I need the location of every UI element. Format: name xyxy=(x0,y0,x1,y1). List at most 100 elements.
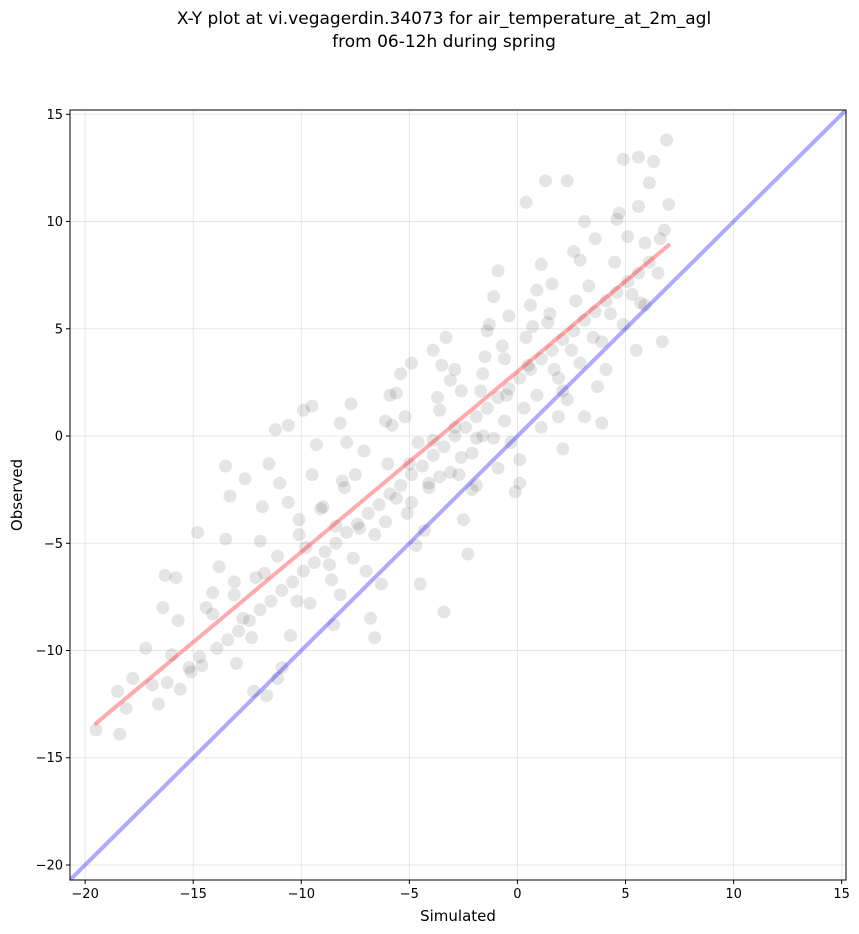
scatter-point xyxy=(469,478,483,492)
scatter-point xyxy=(368,631,382,645)
scatter-point xyxy=(260,689,274,703)
scatter-point xyxy=(487,290,501,304)
scatter-point xyxy=(588,305,602,319)
scatter-point xyxy=(588,232,602,246)
scatter-point xyxy=(465,483,479,497)
scatter-point xyxy=(497,414,511,428)
scatter-point xyxy=(519,195,533,209)
scatter-point xyxy=(430,390,444,404)
scatter-point xyxy=(513,476,527,490)
scatter-point xyxy=(394,367,408,381)
scatter-point xyxy=(309,438,323,452)
scatter-point xyxy=(329,519,343,533)
scatter-point xyxy=(603,307,617,321)
scatter-point xyxy=(476,429,490,443)
scatter-point xyxy=(379,414,393,428)
scatter-point xyxy=(478,350,492,364)
scatter-point xyxy=(437,440,451,454)
scatter-point xyxy=(519,330,533,344)
scatter-point xyxy=(526,320,540,334)
scatter-point xyxy=(340,526,354,540)
regression-line xyxy=(93,243,671,726)
scatter-point xyxy=(340,435,354,449)
scatter-point xyxy=(316,500,330,514)
scatter-point xyxy=(145,678,159,692)
scatter-point xyxy=(359,564,373,578)
scatter-point xyxy=(530,388,544,402)
scatter-point xyxy=(599,294,613,308)
x-tick-label: 15 xyxy=(833,887,850,902)
scatter-point xyxy=(491,264,505,278)
scatter-point xyxy=(165,648,179,662)
scatter-point xyxy=(333,588,347,602)
scatter-point xyxy=(307,556,321,570)
scatter-point xyxy=(158,568,172,582)
scatter-point xyxy=(299,541,313,555)
scatter-point xyxy=(413,577,427,591)
scatter-point xyxy=(221,633,235,647)
scatter-point xyxy=(305,399,319,413)
scatter-point xyxy=(513,371,527,385)
scatter-point xyxy=(534,420,548,434)
scatter-point xyxy=(497,352,511,366)
scatter-point xyxy=(111,684,125,698)
scatter-point xyxy=(227,575,241,589)
scatter-point xyxy=(616,317,630,331)
scatter-point xyxy=(545,343,559,357)
scatter-point xyxy=(247,684,261,698)
scatter-point xyxy=(612,206,626,220)
scatter-point xyxy=(262,457,276,471)
scatter-point xyxy=(521,358,535,372)
scatter-point xyxy=(564,343,578,357)
scatter-point xyxy=(409,538,423,552)
scatter-point xyxy=(268,423,282,437)
y-tick-label: −15 xyxy=(36,751,63,766)
scatter-point xyxy=(452,468,466,482)
scatter-point xyxy=(191,526,205,540)
scatter-point xyxy=(534,257,548,271)
y-axis-label: Observed xyxy=(8,459,26,531)
scatter-point xyxy=(567,245,581,259)
scatter-point xyxy=(577,313,591,327)
scatter-point xyxy=(314,502,328,516)
scatter-point xyxy=(577,410,591,424)
scatter-point xyxy=(517,401,531,415)
chart-subtitle: from 06-12h during spring xyxy=(332,32,556,52)
scatter-point xyxy=(296,564,310,578)
scatter-point xyxy=(405,496,419,510)
scatter-point xyxy=(327,618,341,632)
scatter-point xyxy=(502,382,516,396)
scatter-point xyxy=(552,410,566,424)
scatter-point xyxy=(422,480,436,494)
x-tick-label: 0 xyxy=(513,887,521,902)
scatter-point xyxy=(348,468,362,482)
scatter-point xyxy=(552,371,566,385)
scatter-point xyxy=(394,478,408,492)
scatter-point xyxy=(292,513,306,527)
x-axis-label: Simulated xyxy=(420,907,496,925)
scatter-point xyxy=(653,232,667,246)
scatter-point xyxy=(119,701,133,715)
scatter-point xyxy=(344,397,358,411)
scatter-point xyxy=(543,307,557,321)
scatter-point xyxy=(353,521,367,535)
scatter-point xyxy=(379,515,393,529)
scatter-point xyxy=(264,594,278,608)
scatter-point xyxy=(500,388,514,402)
scatter-point xyxy=(273,476,287,490)
scatter-point xyxy=(305,468,319,482)
scatter-point xyxy=(422,476,436,490)
scatter-point xyxy=(573,356,587,370)
scatter-point xyxy=(638,236,652,250)
scatter-point xyxy=(599,363,613,377)
scatter-point xyxy=(556,442,570,456)
scatter-point xyxy=(560,393,574,407)
scatter-point xyxy=(476,367,490,381)
scatter-point xyxy=(238,472,252,486)
scatter-point xyxy=(474,384,488,398)
chart-title: X-Y plot at vi.vegagerdin.34073 for air_… xyxy=(176,9,712,29)
y-axis: −20 −15 −10 −5 0 5 10 15 xyxy=(36,108,70,873)
scatter-point xyxy=(389,491,403,505)
scatter-point xyxy=(433,470,447,484)
scatter-point xyxy=(400,506,414,520)
